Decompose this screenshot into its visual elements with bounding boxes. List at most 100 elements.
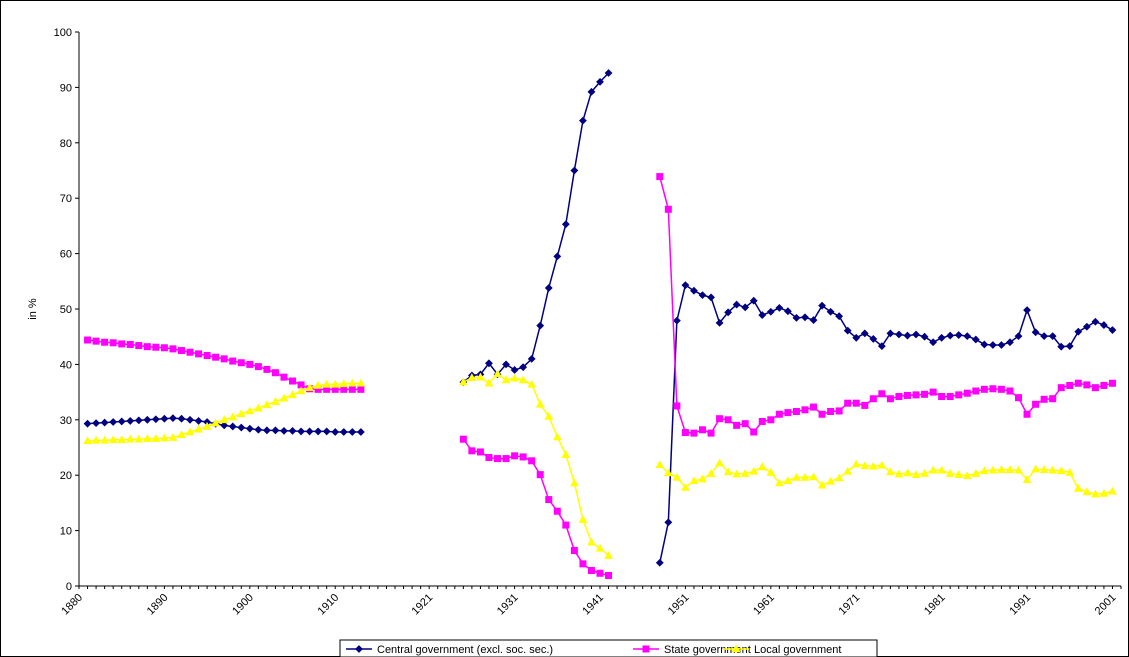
data-point [502, 455, 510, 463]
data-point [570, 166, 579, 175]
data-point [911, 470, 921, 478]
data-point [988, 465, 998, 474]
data-point [519, 453, 527, 461]
data-point [237, 359, 245, 367]
data-point [1039, 465, 1049, 473]
data-point [152, 343, 160, 351]
data-point [562, 521, 570, 529]
data-point [545, 496, 553, 504]
data-point [1057, 342, 1066, 351]
data-point [800, 472, 810, 481]
data-point [860, 329, 869, 338]
data-point [83, 419, 92, 428]
data-point [1073, 483, 1083, 492]
data-point [664, 518, 673, 527]
data-point [877, 342, 886, 351]
data-point [109, 339, 117, 347]
series-3 [83, 369, 1117, 559]
data-point [348, 385, 356, 393]
data-point [134, 434, 144, 443]
data-point [766, 467, 776, 476]
legend-label: Central government (excl. soc. sec.) [377, 644, 553, 656]
data-point [211, 418, 221, 427]
data-point [1066, 381, 1074, 389]
data-point [801, 406, 809, 414]
data-point [587, 87, 596, 96]
data-point [664, 205, 672, 213]
data-point [117, 417, 126, 426]
data-point [596, 77, 604, 86]
data-point [698, 474, 707, 483]
data-point [1065, 467, 1075, 476]
data-point [587, 566, 595, 574]
data-point [142, 434, 152, 442]
data-point [168, 432, 178, 441]
x-tick-label: 1890 [145, 592, 171, 618]
data-point [280, 373, 288, 381]
data-point [177, 414, 186, 423]
data-point [484, 378, 494, 387]
data-point [553, 507, 561, 515]
data-point [766, 307, 775, 316]
data-point [1048, 332, 1057, 341]
data-point [289, 377, 297, 385]
data-point [681, 429, 689, 437]
data-point [886, 395, 894, 403]
data-point [801, 313, 809, 322]
data-point [741, 303, 750, 312]
data-point [681, 281, 690, 290]
data-point [707, 429, 715, 437]
data-point [1031, 464, 1040, 473]
data-point [938, 393, 946, 401]
data-point [673, 402, 681, 410]
data-point [962, 471, 972, 480]
data-point [126, 417, 135, 425]
data-point [1056, 466, 1066, 475]
data-point [91, 435, 101, 444]
data-point [527, 354, 536, 363]
data-point [971, 335, 980, 344]
data-point [339, 379, 349, 388]
data-point [212, 353, 220, 361]
data-point [1100, 381, 1108, 389]
data-point [83, 436, 92, 445]
data-point [553, 252, 562, 261]
data-point [690, 286, 698, 295]
data-point [955, 391, 963, 399]
data-point [528, 457, 536, 465]
data-point [288, 426, 297, 435]
data-point [570, 547, 578, 555]
data-point [347, 378, 357, 387]
data-point [869, 335, 878, 343]
data-point [1082, 487, 1092, 496]
data-point [758, 417, 766, 425]
legend-label: State government [664, 644, 751, 656]
data-point [689, 476, 699, 485]
data-point [544, 411, 554, 420]
data-point [775, 303, 784, 312]
legend-label: Local government [754, 644, 841, 656]
x-tick-label: 2001 [1093, 592, 1119, 618]
data-point [690, 429, 698, 437]
data-point [604, 69, 613, 77]
data-point [604, 551, 613, 559]
data-point [997, 385, 1005, 393]
data-point [605, 571, 613, 579]
data-point [818, 301, 826, 310]
data-point [510, 366, 519, 374]
data-point [929, 338, 938, 347]
data-point [280, 426, 288, 435]
x-tick-label: 1951 [666, 592, 692, 618]
data-point [561, 450, 571, 459]
data-point [997, 465, 1006, 473]
data-point [288, 390, 297, 399]
data-point [698, 426, 706, 434]
y-tick-label: 20 [60, 470, 72, 482]
series-line [462, 72, 610, 383]
data-point [997, 341, 1006, 349]
data-point [817, 480, 827, 489]
data-point [1023, 306, 1031, 315]
data-point [920, 469, 929, 477]
data-point [954, 470, 964, 478]
